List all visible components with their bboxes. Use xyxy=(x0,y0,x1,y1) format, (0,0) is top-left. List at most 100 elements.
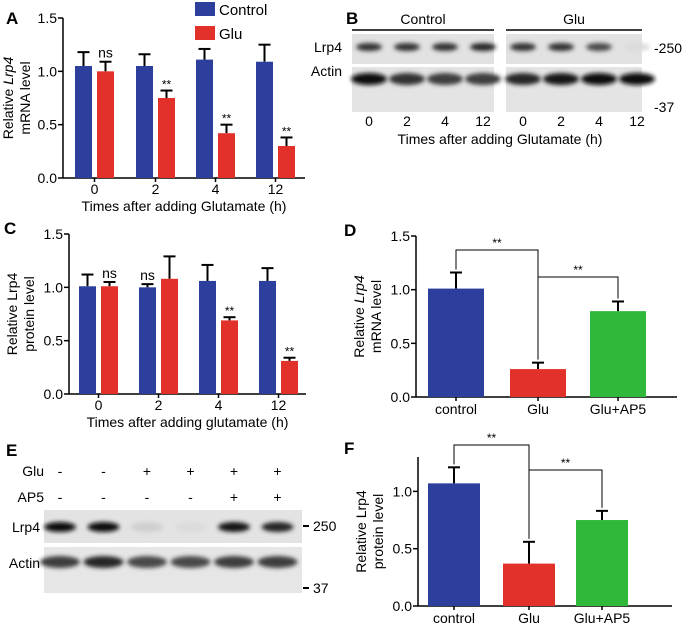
bar-glu-4 xyxy=(218,133,235,178)
legend-swatch-glu xyxy=(195,26,215,40)
x-tick-label: 4 xyxy=(215,397,223,413)
treatment-sign: + xyxy=(273,489,281,505)
bar-control-4 xyxy=(199,280,216,394)
x-tick-label: 2 xyxy=(155,397,163,413)
x-axis-label: Times after adding Glutamate (h) xyxy=(398,131,603,147)
significance-label: ** xyxy=(282,124,292,138)
y-tick-label: 0.0 xyxy=(38,170,58,186)
bar-glu xyxy=(510,369,566,397)
y-axis-label: Relative Lrp4 xyxy=(4,273,20,356)
significance-label: ns xyxy=(140,267,155,283)
row-label-actin: Actin xyxy=(9,555,40,571)
lane-label: 12 xyxy=(629,113,645,129)
marker-37: 37 xyxy=(313,580,329,596)
bar-control xyxy=(428,483,480,606)
lane-label: 12 xyxy=(475,113,491,129)
actin-band xyxy=(257,556,298,568)
significance-label: ns xyxy=(102,265,117,281)
y-tick-label: 1.0 xyxy=(44,279,64,295)
bar-glu-0 xyxy=(97,71,114,178)
y-tick-label: 0.5 xyxy=(38,117,58,133)
significance-label: ** xyxy=(492,236,502,250)
marker-250: 250 xyxy=(313,518,337,534)
bar-control-2 xyxy=(136,66,153,178)
actin-band xyxy=(170,556,211,568)
bar-control-2 xyxy=(139,287,156,394)
legend-label-control: Control xyxy=(219,2,267,19)
bar-control-0 xyxy=(79,286,96,394)
x-tick-label: 0 xyxy=(95,397,103,413)
x-axis-label: Times after adding glutamate (h) xyxy=(87,414,289,430)
lane-label: 2 xyxy=(403,113,411,129)
lrp4-band xyxy=(432,43,458,51)
panel-d-chart: 0.0 0.5 1.0 1.5 control Glu Glu+AP5 ** ** Relativ… xyxy=(351,228,677,417)
actin-band xyxy=(127,556,167,568)
treatment-sign: - xyxy=(101,463,106,479)
treatment-sign: + xyxy=(143,463,151,479)
lrp4-band xyxy=(470,43,496,51)
significance-label: ** xyxy=(573,263,583,277)
y-tick-label: 1.5 xyxy=(38,10,58,26)
lrp4-band xyxy=(44,522,76,532)
significance-label: ** xyxy=(162,78,172,92)
actin-band xyxy=(581,73,617,85)
bar-glu-4 xyxy=(221,320,238,394)
group-label: Control xyxy=(400,11,445,27)
lane-label: 4 xyxy=(595,113,603,129)
actin-band xyxy=(389,73,425,85)
lrp4-band xyxy=(586,43,612,51)
marker-37: -37 xyxy=(654,99,674,115)
bar-glu-12 xyxy=(281,360,298,394)
bar-glu-2 xyxy=(161,278,178,394)
significance-label: ** xyxy=(285,345,295,359)
bar-control-0 xyxy=(75,66,92,178)
treatment-sign: + xyxy=(186,463,194,479)
lane-label: 2 xyxy=(557,113,565,129)
legend-label-glu: Glu xyxy=(219,26,242,43)
panel-label-d: D xyxy=(344,221,356,240)
y-tick-label: 0.5 xyxy=(44,333,64,349)
treatment-sign: - xyxy=(58,463,63,479)
legend-swatch-control xyxy=(195,2,215,16)
significance-bracket xyxy=(537,250,619,299)
panel-label-b: B xyxy=(346,9,358,28)
lrp4-band xyxy=(624,43,650,51)
lrp4-band xyxy=(510,43,536,51)
actin-band xyxy=(351,73,387,85)
panel-b-blot: Control 0 2 4 12 Glu 0 2 4 12 Lrp4 Actin -250 -37 Time… xyxy=(311,11,682,147)
x-tick-label: Glu xyxy=(527,401,549,417)
row-label-lrp4: Lrp4 xyxy=(12,519,40,535)
y-axis-label: Relative Lrp4 xyxy=(351,275,367,358)
lrp4-band xyxy=(87,522,120,532)
y-axis-label: Relative Lrp4 xyxy=(0,57,16,140)
row-label-lrp4: Lrp4 xyxy=(314,39,342,55)
y-tick-label: 0.0 xyxy=(44,386,64,402)
actin-band xyxy=(214,556,254,568)
x-tick-label: control xyxy=(435,401,477,417)
lrp4-band xyxy=(261,522,294,532)
y-tick-label: 1.5 xyxy=(391,228,411,244)
y-tick-label: 0.0 xyxy=(391,389,411,405)
blot-lrp4-strip xyxy=(44,510,302,543)
actin-band xyxy=(619,73,655,85)
x-tick-label: 2 xyxy=(152,181,160,197)
lane-label: 0 xyxy=(365,113,373,129)
lane-label: 0 xyxy=(519,113,527,129)
x-tick-label: 4 xyxy=(212,181,220,197)
significance-label: ** xyxy=(487,431,497,445)
x-tick-label: control xyxy=(433,610,475,626)
row-label-actin: Actin xyxy=(311,63,342,79)
actin-band xyxy=(465,73,501,85)
lrp4-band xyxy=(131,522,163,532)
actin-band xyxy=(83,556,124,568)
treatment-sign: - xyxy=(188,489,193,505)
y-axis-label-line2: mRNA level xyxy=(17,61,33,134)
significance-bracket xyxy=(455,249,539,360)
bar-control xyxy=(428,288,484,397)
x-tick-label: 12 xyxy=(271,397,287,413)
treatment-sign: + xyxy=(273,463,281,479)
